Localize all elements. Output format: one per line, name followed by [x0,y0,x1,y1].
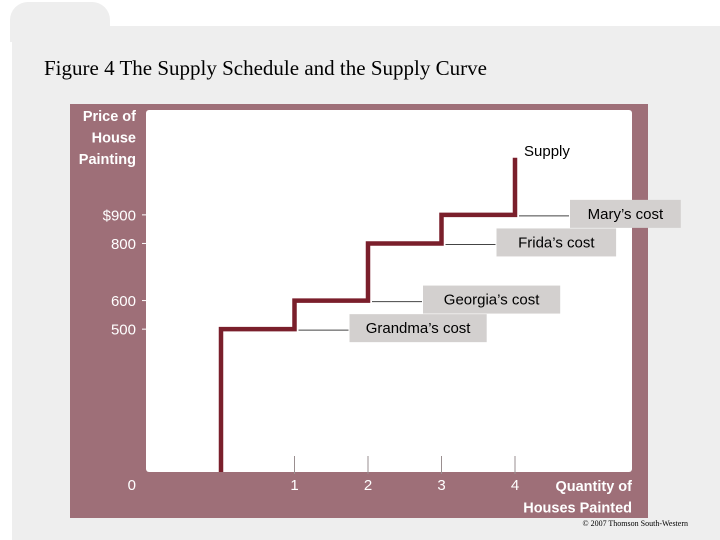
supply-chart: Price of House Painting Quantity of Houses P… [79,109,681,517]
annotation-box [570,199,681,228]
x-axis-ticks: 1 2 3 4 [290,456,519,494]
supply-curve-line [218,157,518,472]
axis-labels: Price of House Painting Quantity of Houses P… [79,109,632,517]
supply-series: Supply [218,143,570,472]
series-label-supply: Supply [524,143,570,160]
annotation-label: Georgia’s cost [444,292,540,309]
figure-panel: Price of House Painting Quantity of Houses P… [70,104,681,518]
annotation-label: Grandma’s cost [366,320,472,337]
y-tick-label: $900 [103,207,136,224]
x-tick-label: 2 [364,477,372,494]
cost-annotations: Grandma’s cost Georgia’s cost Frida’s cost… [298,199,681,343]
annotation-box [349,314,487,343]
x-axis-label: Quantity of Houses Painted [523,479,632,517]
y-tick-label: 500 [111,322,136,339]
x-tick-label: 1 [290,477,298,494]
annotation-box [423,285,561,314]
slide-tab-decoration [10,2,110,42]
annotation-label: Frida’s cost [518,234,595,251]
copyright-notice: © 2007 Thomson South-Western [582,519,688,528]
y-axis-ticks: 0 500 600 800 $900 [103,207,156,494]
slide-title: Figure 4 The Supply Schedule and the Sup… [44,56,487,80]
plot-area [146,110,632,472]
y-tick-label: 0 [128,477,136,494]
annotation-box [496,228,617,257]
annotation-label: Mary’s cost [588,206,664,223]
x-tick-label: 3 [437,477,445,494]
y-tick-label: 800 [111,236,136,253]
y-tick-label: 600 [111,293,136,310]
x-tick-label: 4 [511,477,519,494]
y-axis-label: Price of House Painting [79,109,136,168]
